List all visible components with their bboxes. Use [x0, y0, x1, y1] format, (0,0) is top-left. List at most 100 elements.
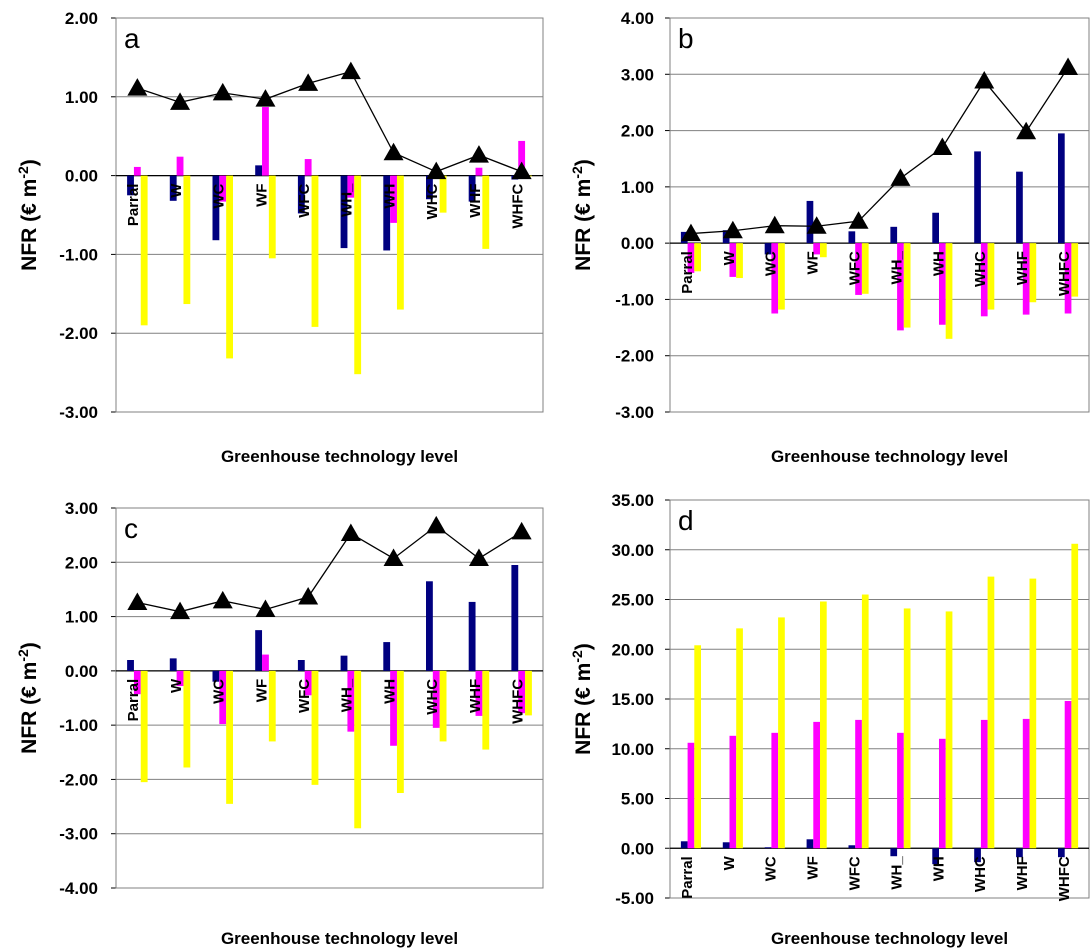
line-marker	[848, 211, 869, 229]
category-label: WHFC	[510, 183, 527, 228]
y-axis-label: NFR (€ m-2)	[15, 642, 41, 754]
bar	[297, 175, 305, 214]
category-label: Parral	[679, 856, 696, 899]
bar	[304, 670, 312, 696]
category-label: WHC	[972, 856, 989, 892]
bar	[518, 670, 526, 714]
category-label: WFC	[296, 183, 313, 217]
line-marker	[212, 82, 233, 101]
bar	[722, 842, 730, 849]
y-tick-label: -3.00	[615, 403, 654, 422]
y-tick-label: 5.00	[621, 790, 654, 809]
bar	[1057, 848, 1065, 858]
y-tick-label: 1.00	[65, 88, 98, 107]
bar	[468, 175, 476, 202]
category-label: W	[168, 183, 185, 198]
bar	[475, 167, 483, 176]
category-label: WHF	[467, 679, 484, 713]
y-tick-label: 30.00	[611, 541, 654, 560]
y-tick-label: -1.00	[59, 716, 98, 735]
bar	[820, 601, 827, 849]
category-label: WHFC	[510, 679, 527, 724]
category-label: WFC	[847, 856, 864, 890]
category-label: Parral	[679, 251, 696, 294]
bar	[1064, 243, 1072, 314]
bar	[861, 243, 869, 294]
y-tick-label: 3.00	[65, 499, 98, 518]
y-tick-label: 0.00	[65, 167, 98, 186]
bar	[304, 159, 312, 176]
panel-label: a	[124, 23, 140, 54]
line-marker	[127, 592, 148, 610]
panel-label: b	[678, 23, 694, 54]
y-tick-label: 25.00	[611, 591, 654, 610]
y-axis-label: NFR (€ m-2)	[569, 159, 595, 271]
bar	[764, 243, 772, 255]
bar	[778, 243, 785, 310]
bar	[311, 670, 319, 785]
bar	[890, 848, 898, 857]
bar	[176, 156, 184, 176]
panel-c: -4.00 -3.00 -2.00 -1.00 0.00 1.00 2.00 3.00 Parr…	[15, 499, 544, 948]
x-axis-label: Greenhouse technology level	[221, 447, 458, 466]
y-tick-label: -5.00	[615, 889, 654, 908]
plot-area-frame	[115, 17, 544, 413]
bar	[736, 243, 743, 279]
category-label: WHC	[424, 679, 441, 715]
line-marker	[468, 548, 489, 566]
line-marker	[806, 216, 827, 234]
y-tick-label: 0.00	[621, 839, 654, 858]
bar	[1029, 578, 1037, 849]
category-label: WFC	[847, 251, 864, 285]
bar	[1029, 243, 1037, 303]
line-marker	[426, 161, 447, 180]
bar	[1057, 133, 1065, 244]
bar	[183, 670, 191, 768]
bar	[133, 670, 141, 695]
category-label: WHFC	[1056, 856, 1073, 901]
line-marker	[1058, 57, 1079, 76]
bar	[262, 654, 269, 671]
line-marker	[468, 145, 489, 163]
y-tick-label: 4.00	[621, 9, 654, 28]
line-marker	[974, 71, 995, 89]
bar	[1064, 700, 1072, 849]
bar	[176, 670, 184, 687]
bar	[518, 140, 526, 176]
bar	[297, 660, 305, 671]
bar	[140, 175, 148, 326]
bar	[771, 243, 779, 314]
y-tick-label: 15.00	[611, 690, 654, 709]
bar	[340, 175, 348, 249]
category-label: W	[721, 250, 738, 265]
bar	[255, 630, 263, 671]
panel-label: c	[124, 513, 138, 544]
series-line	[690, 67, 1069, 235]
bar	[736, 628, 743, 849]
category-label: W	[168, 678, 185, 693]
category-label: WH	[381, 679, 398, 704]
y-tick-label: 35.00	[611, 491, 654, 510]
bar	[347, 175, 355, 198]
bar	[806, 200, 814, 244]
y-tick-label: 20.00	[611, 640, 654, 659]
line-marker	[170, 601, 191, 620]
category-label: WH_	[888, 856, 905, 890]
y-tick-label: -1.00	[59, 245, 98, 264]
category-label: W	[721, 855, 738, 870]
bar	[383, 175, 391, 251]
line-marker	[426, 515, 447, 534]
category-label: WF	[805, 251, 822, 274]
bar	[133, 166, 141, 176]
bar	[903, 608, 911, 849]
y-tick-label: -4.00	[59, 879, 98, 898]
plot-area-frame	[669, 499, 1090, 899]
bar	[127, 660, 134, 671]
x-axis-label: Greenhouse technology level	[771, 447, 1008, 466]
line-marker	[298, 587, 319, 605]
category-label: WHF	[1014, 251, 1031, 285]
category-label: WF	[253, 679, 270, 702]
bar	[945, 611, 953, 849]
x-axis-label: Greenhouse technology level	[221, 929, 458, 948]
bar	[311, 175, 319, 327]
